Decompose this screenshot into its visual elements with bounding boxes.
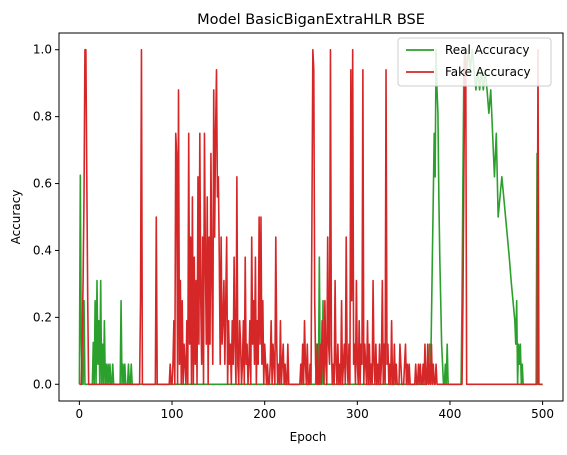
x-tick-label: 0: [76, 407, 84, 421]
plot-frame: [58, 32, 564, 402]
y-tick-label: 0.0: [33, 377, 52, 391]
chart-title: Model BasicBiganExtraHLR BSE: [197, 12, 425, 28]
y-tick-label: 0.2: [33, 310, 52, 324]
x-tick-label: 100: [161, 407, 184, 421]
y-axis-title: Accuracy: [9, 190, 23, 245]
x-axis: 0 100 200 300 400 500: [76, 401, 554, 421]
x-tick-label: 400: [439, 407, 462, 421]
plot-area: [78, 48, 543, 386]
x-axis-title: Epoch: [290, 430, 327, 444]
legend-box: [397, 37, 552, 87]
y-axis: 0.0 0.2 0.4 0.6 0.8 1.0: [33, 43, 59, 391]
y-tick-label: 0.4: [33, 243, 52, 257]
x-tick-label: 300: [346, 407, 369, 421]
y-tick-label: 0.8: [33, 110, 52, 124]
x-tick-label: 500: [531, 407, 554, 421]
series-layer: [78, 48, 543, 386]
legend-fake-accuracy-label: Fake Accuracy: [445, 65, 531, 79]
x-tick-label: 200: [253, 407, 276, 421]
y-tick-label: 0.6: [33, 177, 52, 191]
legend-real-accuracy-label: Real Accuracy: [445, 43, 529, 57]
legend: Real Accuracy Fake Accuracy: [397, 37, 552, 87]
y-tick-label: 1.0: [33, 43, 52, 57]
series-line-fake-accuracy: [79, 48, 543, 386]
